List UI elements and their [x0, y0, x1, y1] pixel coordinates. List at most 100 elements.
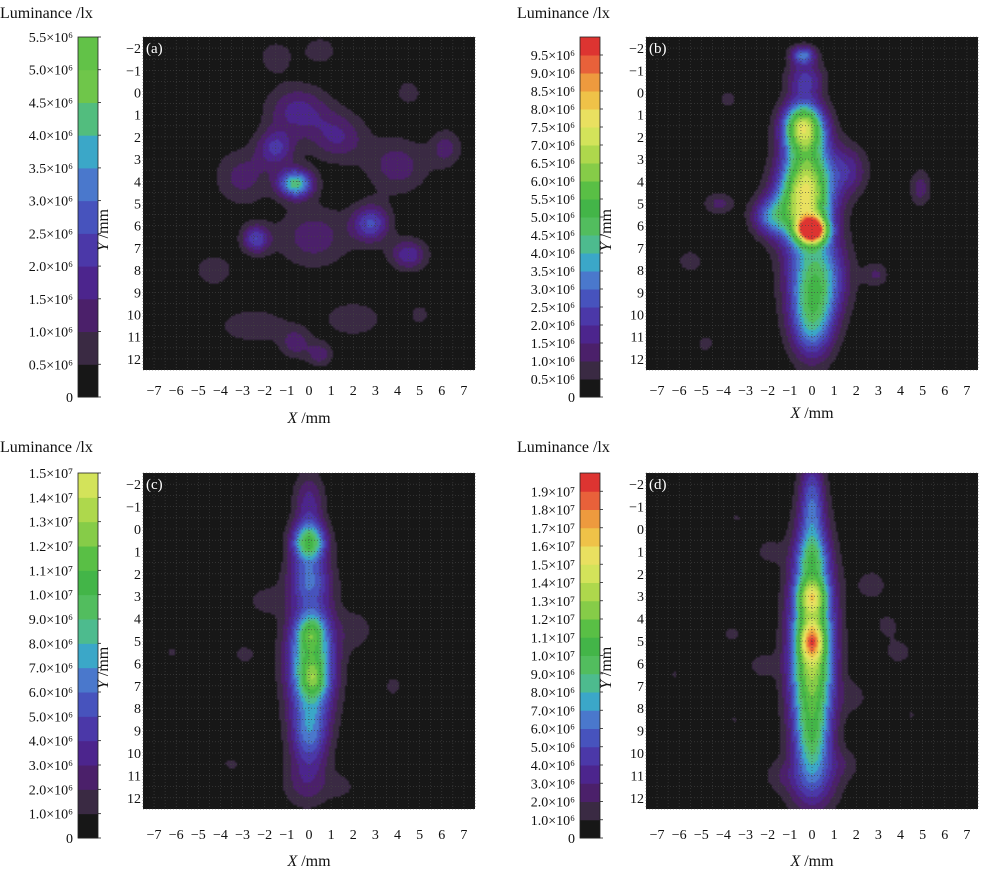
colorbar-tick-label: 1.0×10⁷ — [29, 589, 73, 604]
colorbar-swatch — [580, 655, 600, 675]
x-tick-label: 0 — [306, 384, 313, 399]
colorbar-swatch — [580, 710, 600, 729]
panel-label: (c) — [146, 477, 163, 493]
panel-label: (b) — [649, 41, 667, 57]
colorbar-tick-label: 6.5×10⁶ — [531, 157, 575, 172]
x-tick-label: −4 — [213, 828, 228, 843]
colorbar-title: Luminance /lx — [0, 439, 93, 456]
colorbar-swatch — [580, 582, 600, 602]
colorbar-swatch — [580, 361, 600, 380]
x-tick-label: −5 — [191, 828, 206, 843]
x-tick-label: 1 — [831, 828, 838, 843]
colorbar-swatch — [580, 91, 600, 110]
colorbar-tick-label: 3.5×10⁶ — [29, 162, 73, 177]
y-tick-label: 12 — [127, 353, 141, 368]
colorbar-tick-label: 3.5×10⁶ — [531, 265, 575, 280]
colorbar-tick-label: 7.0×10⁶ — [531, 139, 575, 154]
colorbar-swatch — [580, 109, 600, 128]
x-tick-label: −2 — [257, 384, 272, 399]
colorbar-tick-label: 3.0×10⁶ — [531, 283, 575, 298]
colorbar-tick-label: 4.0×10⁶ — [29, 735, 73, 750]
x-tick-label: −5 — [694, 384, 709, 399]
panel-a: Luminance /lx 0 0.5×10⁶ 1.0×10⁶ 1.5×10⁶ 2.0×1… — [0, 5, 476, 427]
x-tick-label: −1 — [782, 828, 797, 843]
x-tick-label: 0 — [809, 384, 816, 399]
colorbar-swatch — [580, 746, 600, 766]
y-tick-label: 0 — [637, 523, 644, 538]
x-tick-label: −7 — [147, 384, 162, 399]
colorbar-tick-label: 5.5×10⁶ — [29, 31, 73, 46]
colorbar-swatch — [78, 667, 98, 693]
colorbar-tick-label: 1.9×10⁷ — [531, 485, 575, 500]
colorbar-swatch — [78, 594, 98, 620]
colorbar-tick-label: 1.0×10⁶ — [29, 808, 73, 823]
y-tick-label: 0 — [134, 87, 141, 102]
colorbar-tick-label: 0.5×10⁶ — [29, 358, 73, 373]
colorbar-swatch — [580, 271, 600, 290]
y-tick-label: −1 — [126, 501, 141, 516]
colorbar-tick-label: 1.7×10⁷ — [531, 522, 575, 537]
x-tick-label: −3 — [738, 384, 753, 399]
colorbar-swatch — [78, 789, 98, 815]
y-tick-label: −1 — [629, 501, 644, 516]
colorbar-tick-label: 7.0×10⁶ — [531, 704, 575, 719]
y-tick-label: 12 — [127, 792, 141, 807]
y-tick-label: −2 — [629, 42, 644, 57]
y-tick-label: 6 — [134, 657, 141, 672]
y-tick-label: 0 — [637, 87, 644, 102]
y-tick-label: 11 — [128, 331, 141, 346]
colorbar-swatch — [580, 473, 600, 492]
panel-d: Luminance /lx 0 1.0×10⁶ 2.0×10⁶ 3.0×10⁶ 4.0×1… — [517, 439, 979, 870]
heatmap-plot: (d) — [645, 472, 979, 810]
colorbar-swatch — [78, 619, 98, 644]
x-tick-label: 1 — [328, 384, 335, 399]
colorbar-tick-label: 7.0×10⁶ — [29, 662, 73, 677]
colorbar-tick-label: 0 — [568, 832, 575, 847]
y-tick-label: −2 — [126, 478, 141, 493]
colorbar-tick-label: 4.0×10⁶ — [531, 247, 575, 262]
y-tick-label: 1 — [134, 545, 141, 560]
colorbar-swatch — [78, 298, 98, 333]
y-tick-label: 7 — [637, 242, 644, 257]
y-tick-label: 9 — [637, 286, 644, 301]
colorbar-swatch — [580, 217, 600, 236]
colorbar-tick-label: 5.0×10⁶ — [531, 211, 575, 226]
colorbar-swatch — [580, 673, 600, 693]
y-tick-label: −2 — [126, 42, 141, 57]
x-tick-label: 7 — [963, 828, 970, 843]
y-tick-label: 6 — [134, 220, 141, 235]
colorbar-swatch — [580, 819, 600, 839]
x-tick-label: 2 — [350, 384, 357, 399]
y-tick-label: −2 — [629, 478, 644, 493]
y-tick-label: 10 — [630, 309, 644, 324]
x-tick-label: −2 — [760, 828, 775, 843]
colorbar-tick-label: 5.0×10⁶ — [29, 710, 73, 725]
y-tick-label: 4 — [134, 175, 141, 190]
x-tick-label: −3 — [235, 384, 250, 399]
colorbar-swatch — [78, 200, 98, 234]
x-tick-label: 6 — [941, 828, 948, 843]
colorbar-swatch — [78, 233, 98, 267]
colorbar: 0 1.0×10⁶ 2.0×10⁶ 3.0×10⁶ 4.0×10⁶ 5.0×10⁶ 6.0×… — [29, 467, 101, 847]
colorbar-tick-label: 0 — [66, 832, 73, 847]
x-tick-label: 4 — [897, 828, 904, 843]
colorbar-tick-label: 2.5×10⁶ — [29, 227, 73, 242]
colorbar-swatch — [78, 102, 98, 136]
x-tick-label: 2 — [853, 828, 860, 843]
colorbar-swatch — [78, 331, 98, 365]
colorbar-tick-label: 8.5×10⁶ — [531, 85, 575, 100]
y-tick-label: 11 — [631, 769, 644, 784]
x-axis: −7 −6 −5 −4 −3 −2 −1 0 1 2 3 4 5 6 7 X /mm — [147, 828, 468, 870]
colorbar-tick-label: 3.0×10⁶ — [29, 759, 73, 774]
y-tick-label: 9 — [134, 725, 141, 740]
colorbar-tick-label: 1.0×10⁶ — [531, 355, 575, 370]
colorbar-swatch — [580, 692, 600, 711]
colorbar-swatch — [580, 37, 600, 56]
y-tick-label: 4 — [637, 613, 644, 628]
colorbar-title: Luminance /lx — [517, 439, 610, 456]
colorbar-tick-label: 1.0×10⁷ — [531, 650, 575, 665]
x-tick-label: 6 — [941, 384, 948, 399]
y-axis-label: Y /mm — [95, 646, 112, 689]
